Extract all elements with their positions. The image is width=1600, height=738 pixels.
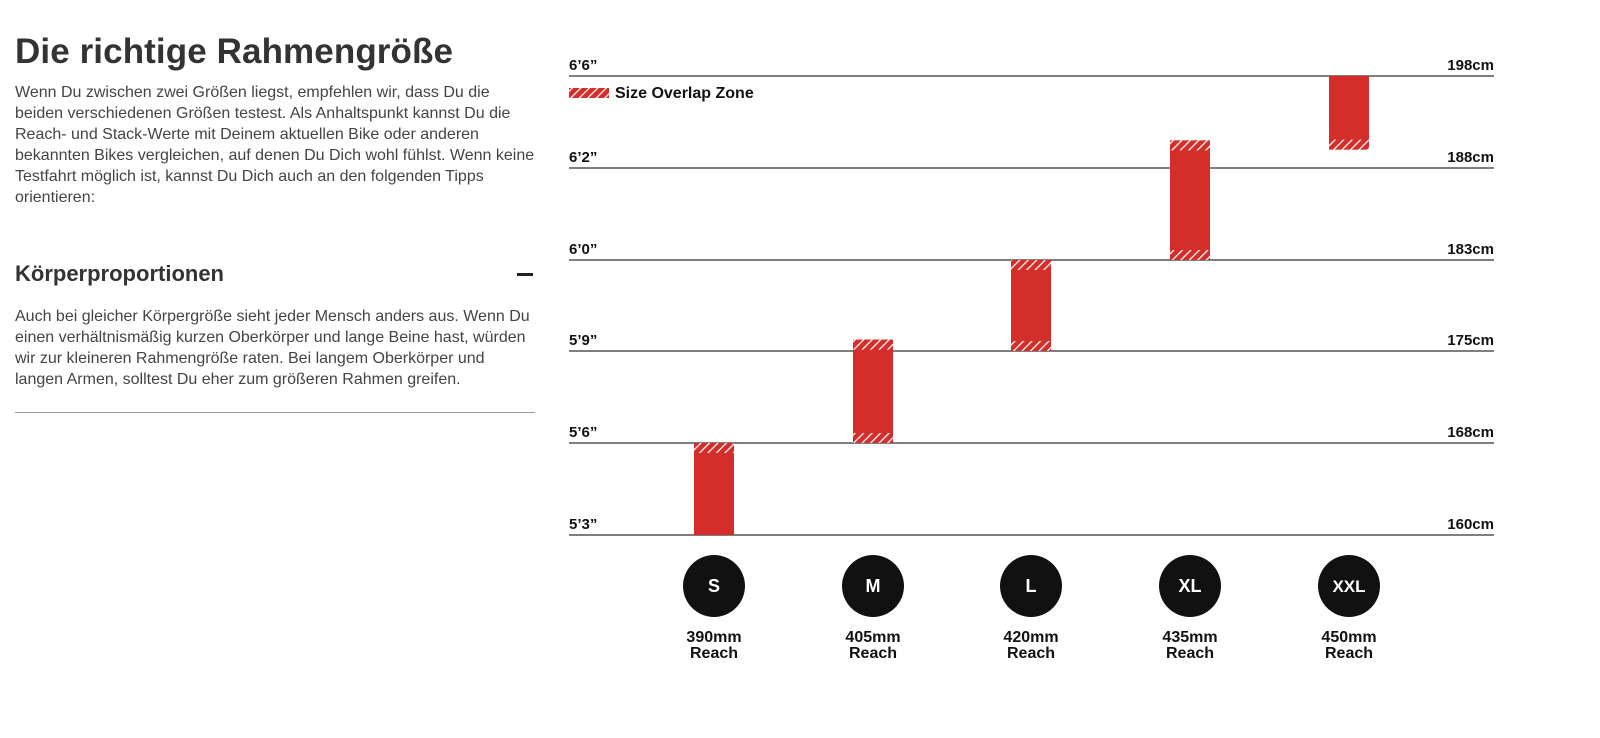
y-tick-label-metric: 175cm — [1447, 332, 1494, 349]
y-tick-label-metric: 188cm — [1447, 149, 1494, 166]
size-badge-label: XXL — [1332, 577, 1365, 596]
overlap-zone-top — [1170, 140, 1210, 151]
size-badge-label: M — [866, 576, 881, 596]
page-title: Die richtige Rahmengröße — [15, 32, 454, 71]
accordion-content: Auch bei gleicher Körpergröße sieht jede… — [15, 308, 530, 388]
y-tick-label-imperial: 6’2” — [569, 149, 597, 166]
reach-value-label: 420mm — [1003, 629, 1058, 646]
reach-value-label: 435mm — [1162, 629, 1217, 646]
reach-value-label: 390mm — [686, 629, 741, 646]
size-badge-label: XL — [1178, 576, 1201, 596]
y-tick-label-metric: 198cm — [1447, 57, 1494, 74]
size-badge — [1000, 555, 1062, 617]
size-badge-label: S — [708, 576, 720, 596]
overlap-zone-bottom — [1011, 341, 1051, 351]
overlap-zone-bottom — [853, 433, 893, 443]
y-tick-label-imperial: 5’9” — [569, 332, 597, 349]
intro-text: Wenn Du zwischen zwei Größen liegst, emp… — [15, 84, 535, 206]
overlap-zone-top — [694, 443, 734, 453]
size-badge — [1159, 555, 1221, 617]
reach-caption-label: Reach — [849, 645, 897, 662]
overlap-zone-top — [1011, 260, 1051, 270]
y-tick-label-metric: 168cm — [1447, 424, 1494, 441]
size-range-bar — [1329, 76, 1369, 150]
reach-caption-label: Reach — [690, 645, 738, 662]
legend-label-overlap: Size Overlap Zone — [615, 85, 754, 102]
y-tick-label-metric: 160cm — [1447, 516, 1494, 533]
size-badge — [842, 555, 904, 617]
reach-caption-label: Reach — [1166, 645, 1214, 662]
accordion-title: Körperproportionen — [15, 261, 224, 286]
size-range-bar — [1170, 140, 1210, 260]
intro-section: Die richtige Rahmengröße Wenn Du zwische… — [15, 30, 535, 208]
y-tick-label-imperial: 5’6” — [569, 424, 597, 441]
overlap-zone-bottom — [1170, 250, 1210, 260]
size-chart-svg: 5’3” 160cm 5’6” 168cm 5’9” 175cm 6’0” 183cm 6’2”… — [569, 57, 1494, 662]
y-tick-label-imperial: 6’0” — [569, 241, 597, 258]
accordion-header[interactable]: Körperproportionen — [15, 254, 535, 294]
overlap-zone-bottom — [1329, 139, 1369, 150]
size-badge — [683, 555, 745, 617]
y-tick-label-imperial: 6’6” — [569, 57, 597, 74]
legend-swatch-overlap — [569, 88, 609, 98]
size-range-bar — [694, 443, 734, 535]
y-tick-label-metric: 183cm — [1447, 241, 1494, 258]
size-chart: 5’3” 160cm 5’6” 168cm 5’9” 175cm 6’0” 183cm 6’2”… — [560, 40, 1540, 700]
minus-icon[interactable] — [515, 264, 535, 284]
accordion-body-proportions: Körperproportionen Auch bei gleicher Kör… — [15, 254, 535, 413]
size-badge — [1318, 555, 1380, 617]
size-badge-label: L — [1026, 576, 1037, 596]
overlap-zone-top — [853, 339, 893, 350]
reach-caption-label: Reach — [1007, 645, 1055, 662]
y-tick-label-imperial: 5’3” — [569, 516, 597, 533]
reach-value-label: 450mm — [1321, 629, 1376, 646]
reach-value-label: 405mm — [845, 629, 900, 646]
reach-caption-label: Reach — [1325, 645, 1373, 662]
size-range-bar — [1011, 260, 1051, 351]
size-range-bar — [853, 339, 893, 443]
